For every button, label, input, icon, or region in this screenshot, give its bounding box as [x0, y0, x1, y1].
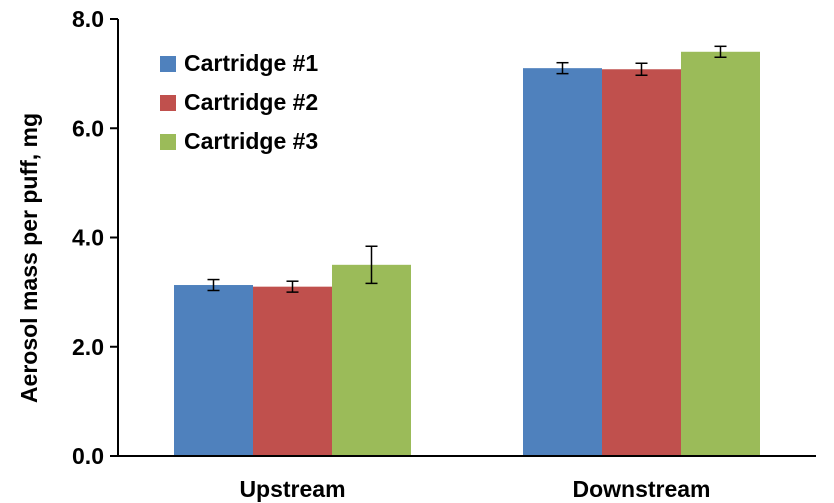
bar-downstream-series-2: [602, 69, 681, 456]
y-tick-label: 2.0: [72, 334, 104, 360]
x-axis-labels: Upstream Downstream: [239, 476, 710, 502]
x-category-label: Downstream: [572, 476, 710, 502]
bar-downstream-series-1: [523, 68, 602, 456]
bar-upstream-series-3: [332, 264, 411, 456]
legend-label: Cartridge #1: [184, 50, 318, 76]
y-tick-label: 0.0: [72, 443, 104, 469]
legend: Cartridge #1 Cartridge #2 Cartridge #3: [160, 50, 318, 154]
legend-label: Cartridge #3: [184, 128, 318, 154]
y-tick-label: 4.0: [72, 225, 104, 251]
x-category-label: Upstream: [239, 476, 345, 502]
y-tick-label: 6.0: [72, 115, 104, 141]
y-axis-title: Aerosol mass per puff, mg: [16, 113, 42, 403]
bar-upstream-series-1: [174, 285, 253, 456]
y-axis-ticks: 0.0 2.0 4.0 6.0 8.0: [72, 6, 118, 469]
legend-swatch: [160, 56, 176, 72]
bars-group: [174, 51, 760, 457]
legend-label: Cartridge #2: [184, 89, 318, 115]
y-tick-label: 8.0: [72, 6, 104, 32]
legend-swatch: [160, 95, 176, 111]
bar-upstream-series-2: [253, 286, 332, 456]
error-bars-group: [207, 45, 727, 293]
bar-downstream-series-3: [681, 51, 760, 457]
legend-swatch: [160, 134, 176, 150]
